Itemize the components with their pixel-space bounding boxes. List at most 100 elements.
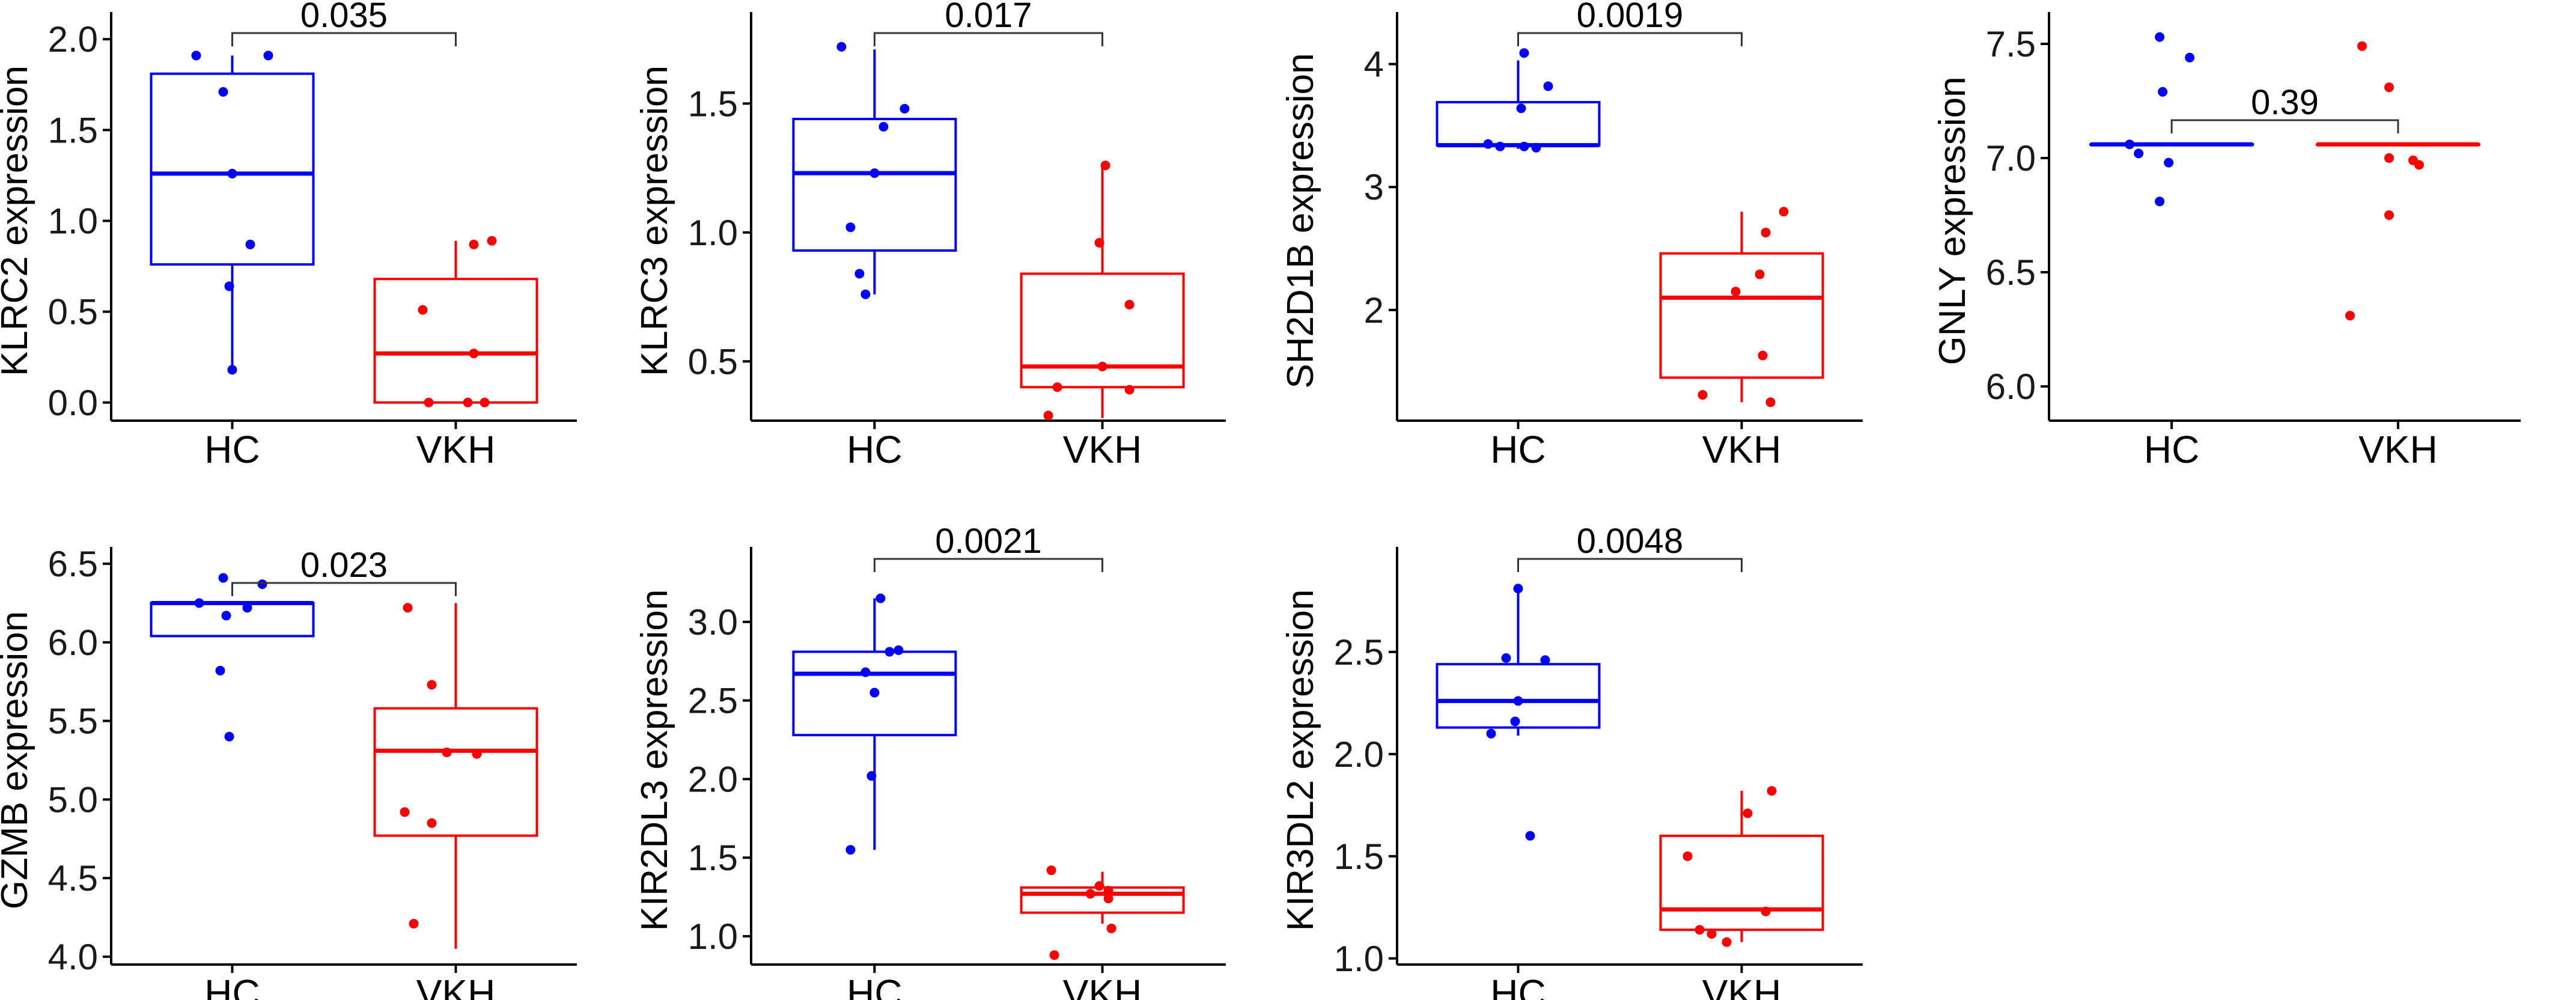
panel-6-vkh-point [1103, 894, 1113, 904]
panel-4-y-tick-label: 7.5 [1986, 24, 2036, 64]
panel-3-y-axis-title: SH2D1B expression [1280, 53, 1321, 388]
panel-2-x-label-hc: HC [847, 428, 902, 471]
panel-1-y-tick-label: 0.5 [48, 292, 98, 332]
panel-3-y-tick-label: 3 [1364, 167, 1384, 207]
panel-3-hc-point [1483, 139, 1493, 149]
panel-1-significance-bracket [231, 32, 457, 46]
panel-6-vkh-box [1020, 886, 1185, 914]
panel-4-vkh-point [2414, 160, 2424, 170]
panel-7-x-label-vkh: VKH [1702, 972, 1782, 1000]
panel-6-y-tick-label: 1.5 [688, 838, 738, 878]
panel-3-vkh-point [1758, 350, 1768, 361]
panel-3-x-label-hc: HC [1490, 428, 1545, 471]
panel-2-series-hc [792, 41, 957, 299]
panel-4-y-axis-title: GNLY expression [1932, 76, 1973, 365]
panel-7-p-value: 0.0048 [1577, 522, 1683, 561]
panel-3-series-vkh [1659, 207, 1824, 407]
panel-2-y-tick-label: 1.0 [688, 213, 738, 253]
panel-3-hc-point [1531, 142, 1541, 153]
panel-2-hc-point [878, 121, 889, 132]
panel-3-significance-bracket [1517, 32, 1743, 46]
panel-6-hc-point [894, 645, 904, 655]
panel-2-vkh-point [1094, 237, 1104, 248]
panel-1-vkh-point [469, 239, 479, 249]
panel-1-vkh-point [480, 397, 490, 407]
panel-6-hc-point [869, 688, 880, 698]
panel-6-series-vkh [1020, 865, 1185, 960]
panel-3-hc-point [1543, 81, 1553, 91]
panel-7-vkh-point [1694, 925, 1705, 935]
panel-1-hc-point [191, 50, 201, 61]
panel-5-hc-point [215, 665, 225, 675]
panel-1-vkh-box [373, 278, 538, 404]
panel-3-p-value: 0.0019 [1577, 0, 1683, 35]
panel-4-vkh-point [2357, 41, 2367, 51]
panel-1-vkh-point [463, 397, 473, 407]
panel-4-hc-point [2158, 87, 2168, 97]
panel-5-p-value: 0.023 [300, 546, 388, 585]
panel-1-x-label-vkh: VKH [416, 428, 496, 471]
panel-2-y-tick-label: 0.5 [688, 341, 738, 382]
panel-5-y-tick-label: 5.0 [48, 779, 98, 820]
panel-6-vkh-point [1046, 865, 1056, 876]
panel-6-vkh-point [1106, 923, 1116, 933]
panel-7-x-label-hc: HC [1490, 972, 1545, 1000]
panel-4: 6.0 6.5 7.0 7.5 HC VKH GNLY expression 0.39 [1932, 12, 2521, 471]
panel-1-hc-point [218, 87, 228, 97]
panel-2-series-vkh [1020, 160, 1185, 421]
panel-2-hc-point [836, 41, 847, 52]
panel-7-hc-point [1513, 584, 1523, 594]
panel-6-hc-point [860, 667, 871, 677]
panel-1-hc-point [245, 239, 255, 249]
panel-5-x-label-vkh: VKH [416, 972, 496, 1000]
panel-6-y-tick-label: 2.0 [688, 759, 738, 799]
panel-4-hc-point [2164, 157, 2174, 168]
panel-3: 2 3 4 HC VKH SH2D1B expression 0.0019 [1280, 0, 1863, 471]
panel-5-hc-box [150, 602, 315, 638]
panel-5-y-tick-label: 6.0 [48, 623, 98, 663]
panel-4-series-hc [2089, 32, 2255, 207]
panel-4-vkh-point [2384, 153, 2394, 163]
panel-5-series-hc [150, 573, 315, 742]
panel-1-vkh-point [418, 305, 428, 315]
panel-7-vkh-box [1659, 834, 1824, 931]
panel-3-vkh-point [1698, 390, 1708, 400]
panel-2-hc-box [792, 118, 957, 252]
panel-6-hc-point [866, 771, 877, 781]
panel-6-hc-point [845, 845, 856, 855]
panel-2: 0.5 1.0 1.5 HC VKH KLRC3 expression 0.017 [634, 0, 1226, 471]
panel-7-vkh-point [1761, 906, 1771, 916]
panel-7-vkh-point [1682, 851, 1693, 861]
panel-2-hc-point [845, 222, 856, 233]
panel-6-y-axis-title: KIR2DL3 expression [634, 590, 675, 931]
panel-5-hc-point [218, 573, 228, 583]
panel-4-hc-point [2185, 52, 2195, 62]
panel-2-vkh-point [1043, 410, 1053, 421]
panel-5-vkh-point [472, 749, 482, 759]
panel-4-series-vkh [2315, 41, 2480, 321]
panel-2-y-tick-label: 1.5 [688, 84, 738, 124]
panel-3-hc-point [1516, 103, 1526, 114]
panel-4-y-tick-label: 6.5 [1986, 252, 2036, 293]
panel-5-y-tick-label: 5.5 [48, 701, 98, 742]
panel-6-hc-point [885, 647, 895, 657]
panel-6-vkh-point [1085, 889, 1095, 899]
panel-6-vkh-point [1103, 886, 1113, 896]
panel-7-vkh-point [1707, 929, 1717, 939]
panel-7-y-tick-label: 1.0 [1334, 939, 1384, 979]
panel-4-hc-point [2155, 32, 2165, 42]
panel-4-hc-point [2155, 197, 2165, 207]
panel-5-hc-point [257, 579, 267, 590]
panel-6-significance-bracket [873, 558, 1104, 572]
panel-5-series-vkh [373, 603, 538, 949]
panel-5-y-axis-title: GZMB expression [0, 611, 35, 909]
panel-1-series-vkh [373, 236, 538, 407]
panel-5-vkh-point [400, 807, 410, 817]
panel-3-y-tick-label: 4 [1364, 44, 1384, 85]
panel-1-y-tick-label: 0.0 [48, 383, 98, 423]
panel-4-vkh-point [2384, 82, 2394, 93]
panel-5-vkh-box [373, 707, 538, 837]
panel-7-hc-point [1510, 716, 1520, 727]
panel-3-vkh-point [1731, 287, 1741, 297]
panel-2-vkh-point [1052, 382, 1062, 392]
